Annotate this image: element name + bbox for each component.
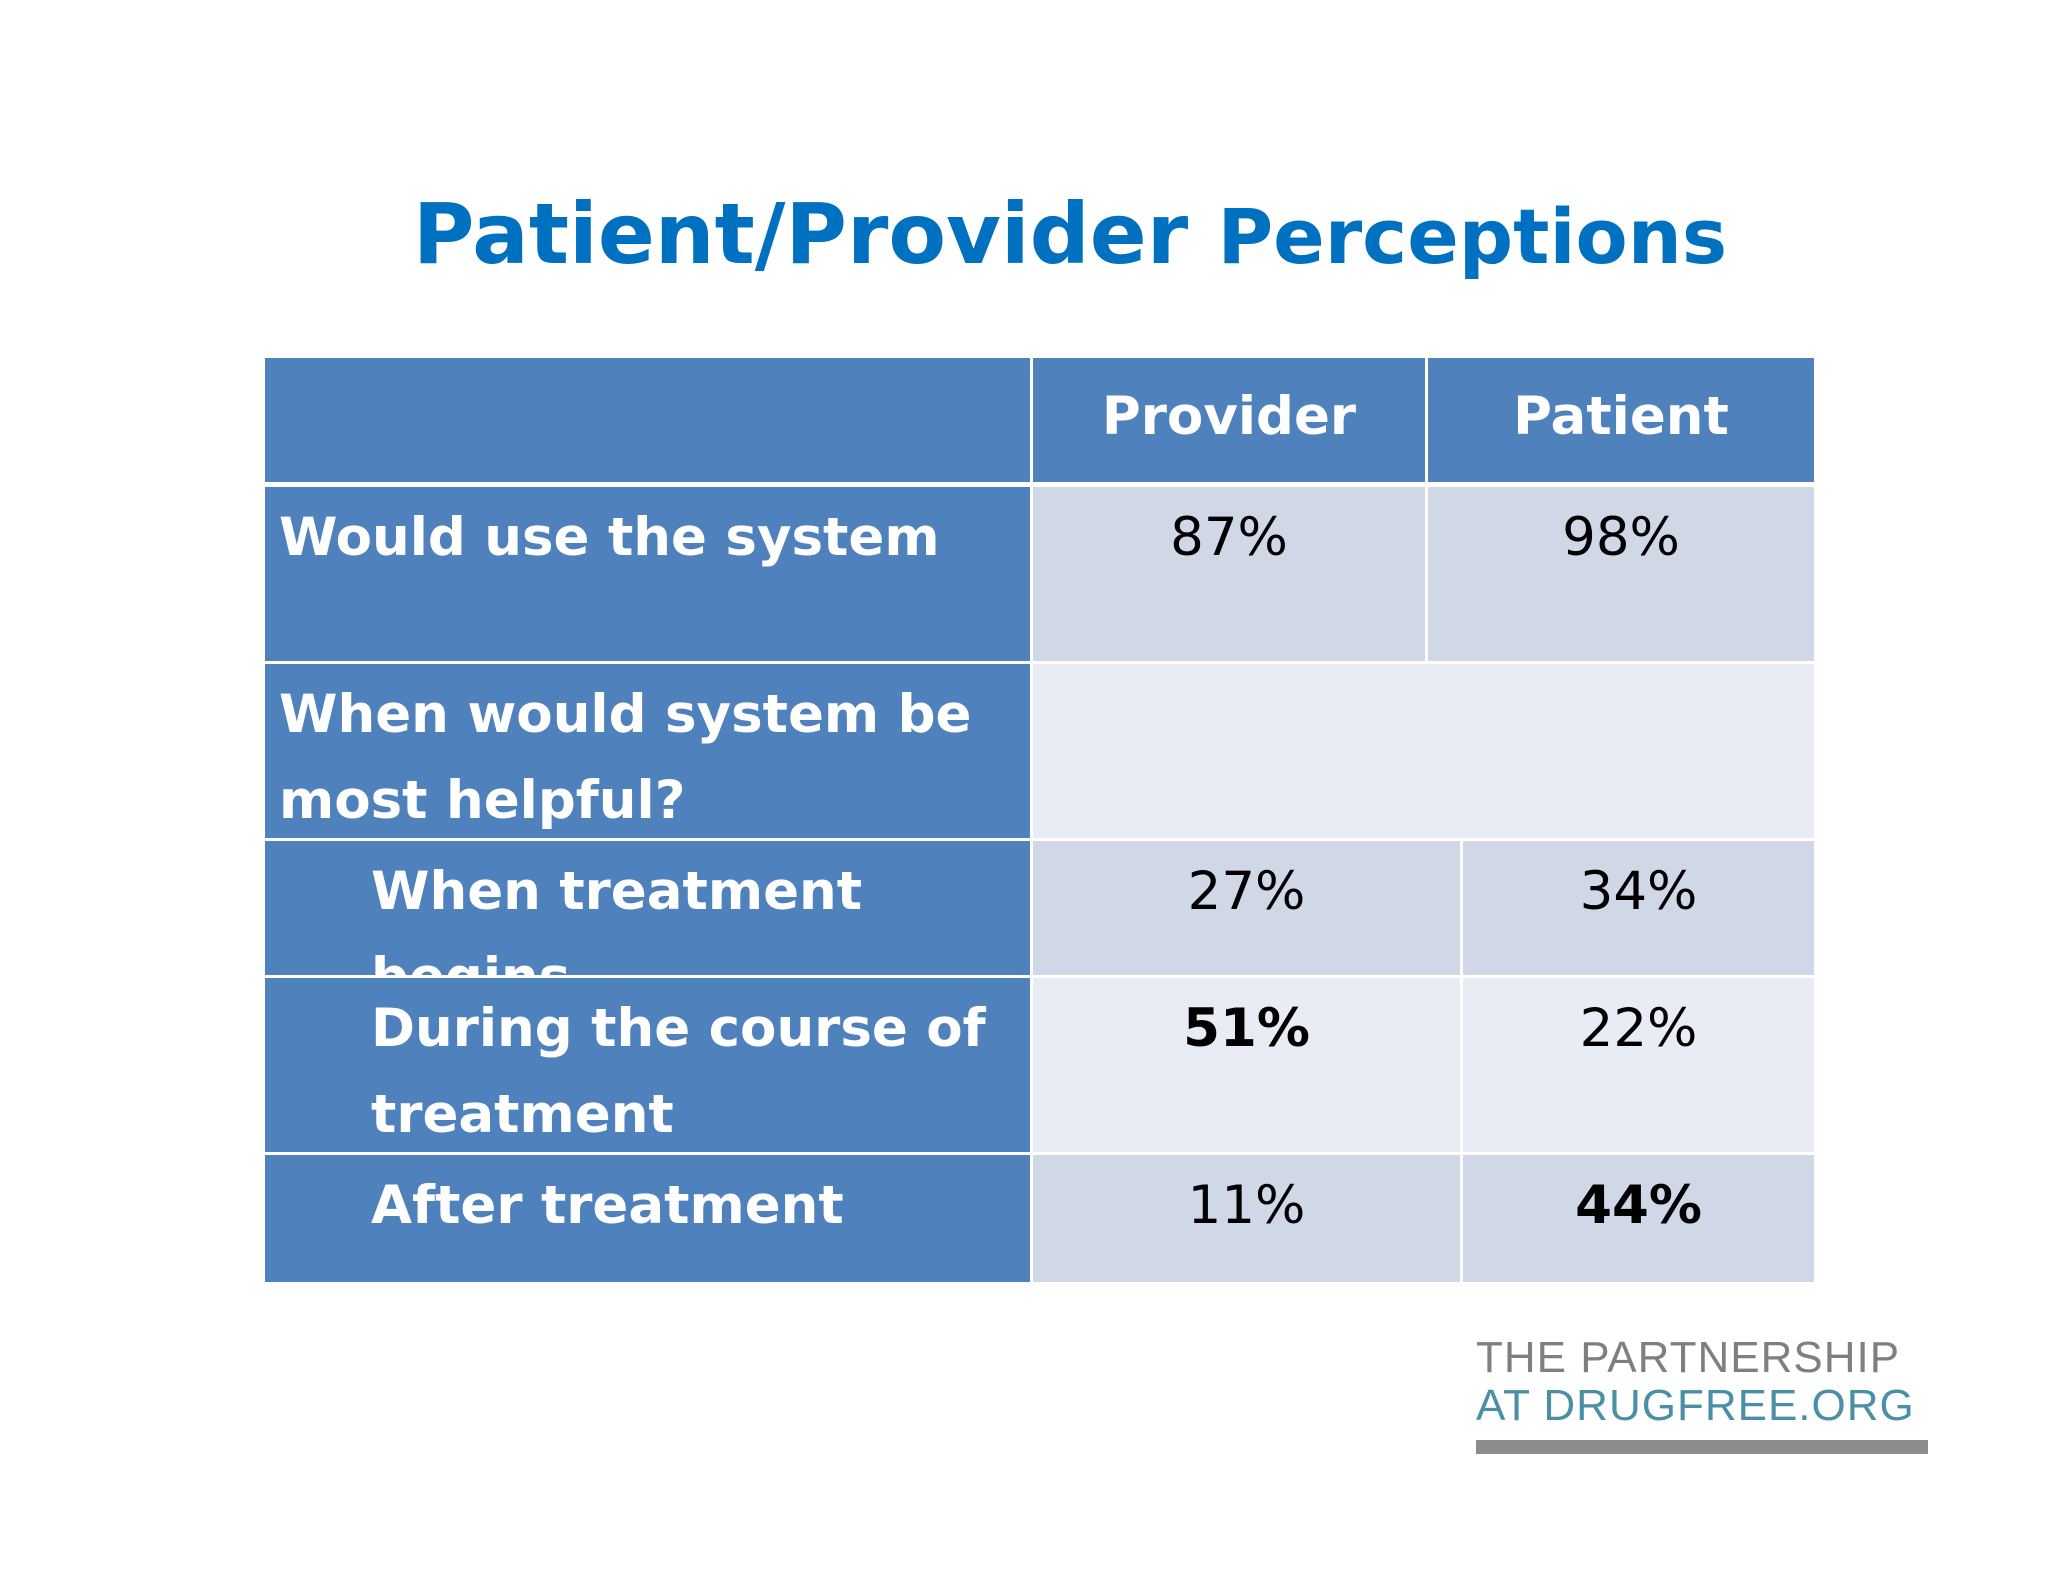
- header-empty-cell: [265, 358, 1030, 482]
- row4-provider-value: 51%: [1033, 978, 1460, 1152]
- title-part1: Patient/Provider: [412, 185, 1189, 283]
- slide-title: Patient/Provider Perceptions: [0, 184, 2048, 287]
- logo-underline: [1476, 1440, 1928, 1454]
- row-label-would-use: Would use the system: [265, 487, 1030, 661]
- row-label-treatment-begins: When treatment begins: [265, 841, 1030, 975]
- row2-label-line1: When would system be: [279, 684, 972, 745]
- row5-patient-value: 44%: [1463, 1155, 1814, 1282]
- row5-provider-value: 11%: [1033, 1155, 1460, 1282]
- row1-patient-value: 98%: [1428, 487, 1814, 661]
- logo-line2: AT DRUGFREE.ORG: [1476, 1381, 1915, 1430]
- row4-label-line2: treatment: [371, 1084, 674, 1145]
- row-label-after-treatment: After treatment: [265, 1155, 1030, 1282]
- header-patient: Patient: [1428, 358, 1814, 482]
- row1-provider-value: 87%: [1033, 487, 1425, 661]
- row2-label-line2: most helpful?: [279, 770, 686, 831]
- row-label-when-helpful: When would system be most helpful?: [265, 664, 1030, 838]
- row4-label-line1: During the course of: [371, 998, 986, 1059]
- logo-line1: THE PARTNERSHIP: [1476, 1333, 1901, 1382]
- row4-patient-value: 22%: [1463, 978, 1814, 1152]
- partnership-logo: THE PARTNERSHIP AT DRUGFREE.ORG: [1476, 1334, 1928, 1454]
- row3-patient-value: 34%: [1463, 841, 1814, 975]
- row-label-during-treatment: During the course of treatment: [265, 978, 1030, 1152]
- header-provider: Provider: [1033, 358, 1425, 482]
- row3-provider-value: 27%: [1033, 841, 1460, 975]
- row2-empty-cell: [1033, 664, 1814, 838]
- title-part2: Perceptions: [1217, 192, 1728, 281]
